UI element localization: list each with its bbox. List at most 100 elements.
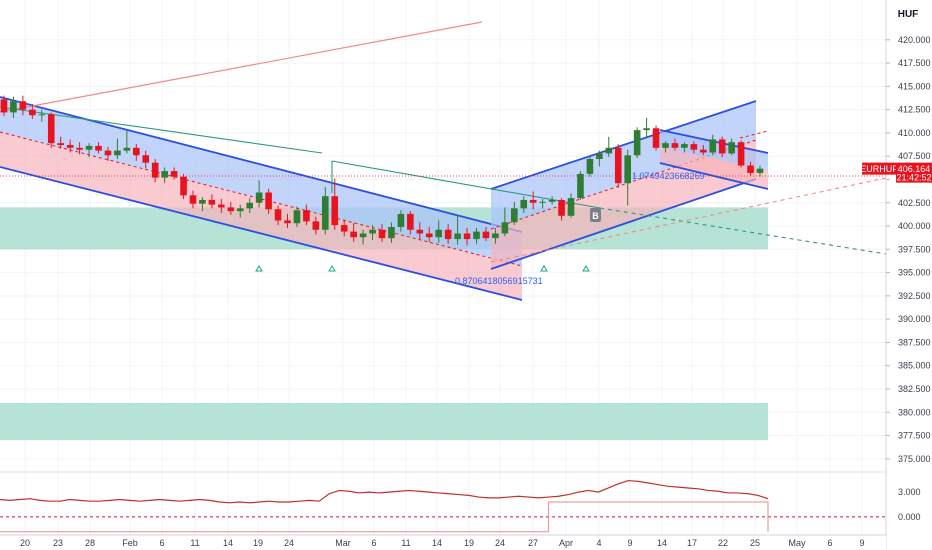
candle-body (170, 171, 178, 177)
candle (284, 213, 291, 228)
candle-body (529, 199, 537, 203)
symbol-label: EURHUF (860, 164, 898, 174)
signal-markers: B (255, 208, 601, 272)
time-tick-label: 22 (718, 538, 728, 548)
candle-body (133, 147, 140, 156)
candle (596, 150, 603, 167)
candle (425, 226, 433, 242)
candle (378, 224, 386, 242)
price-axis[interactable]: HUF 420.000 417.500 415.000 412.500 410.000 40… (885, 0, 932, 550)
candle (133, 144, 140, 161)
candle (85, 143, 93, 158)
support-trend-extension (490, 177, 887, 263)
candle-body (681, 144, 688, 148)
candle (331, 178, 339, 230)
candle (520, 196, 528, 213)
candle-body (454, 233, 461, 240)
candle (38, 109, 46, 122)
candle-body (236, 208, 244, 212)
candle-body (369, 229, 376, 234)
candle (407, 211, 414, 235)
candle (529, 191, 537, 210)
candle (161, 167, 168, 184)
price-tick-label: 375.000 (898, 454, 931, 464)
candle-body (690, 144, 698, 150)
candle (114, 138, 121, 159)
price-tick-label: 382.500 (898, 384, 931, 394)
price-tick-label: 417.500 (898, 58, 931, 68)
candle (227, 201, 235, 215)
oscillator-tick-label: 0.000 (898, 512, 921, 522)
oscillator-line (0, 479, 769, 504)
time-tick-label: Apr (559, 538, 573, 548)
candle-body (520, 199, 528, 209)
price-tick-label: 395.000 (898, 268, 931, 278)
candle-body (756, 168, 764, 173)
candle-body (539, 201, 546, 203)
candle-body (737, 142, 745, 166)
candle (558, 198, 565, 221)
candle (454, 214, 461, 245)
candle (246, 198, 253, 213)
candle (189, 190, 197, 209)
candle (218, 199, 225, 213)
candle-body (161, 171, 168, 178)
up-channel-label: 1.0749423668269 (632, 171, 705, 181)
candle-body (180, 176, 187, 196)
time-tick-label: May (788, 538, 806, 548)
time-tick-label: 24 (284, 538, 294, 548)
up-channel-upper-fill (491, 101, 756, 229)
up-channel-lower-fill (491, 140, 756, 269)
candle-body (558, 199, 565, 216)
candle-body (151, 162, 159, 178)
signal-triangle (582, 265, 590, 272)
price-tick-label: 410.000 (898, 128, 931, 138)
time-tick-label: 6 (371, 538, 376, 548)
candle-body (416, 229, 424, 234)
price-tick-label: 377.500 (898, 431, 931, 441)
candle (57, 136, 64, 149)
candle-body (718, 139, 726, 154)
candle-body (47, 114, 55, 144)
candle-body (331, 196, 339, 226)
time-axis[interactable]: 20 23 28 Feb 6 11 14 19 24 Mar 6 11 14 19 24 27 Apr 4 9 14 1… (0, 534, 886, 550)
candle (151, 158, 159, 183)
candle (737, 140, 745, 168)
price-tick-label: 420.000 (898, 35, 931, 45)
candle (567, 193, 575, 218)
candle (312, 216, 320, 235)
candle (718, 136, 726, 158)
candle-body (38, 114, 46, 116)
time-tick-label: 9 (627, 538, 632, 548)
candle (652, 125, 660, 151)
candle-body (378, 229, 386, 239)
time-tick-label: 14 (223, 538, 233, 548)
candle-body (265, 192, 272, 210)
candle-body (577, 173, 584, 199)
oscillator-pane (0, 471, 886, 533)
candle-body (0, 99, 8, 113)
time-tick-label: 19 (253, 538, 263, 548)
candle-body (359, 233, 367, 238)
candle (747, 161, 754, 176)
short-channel-lower-fill (660, 146, 768, 189)
candle (104, 146, 112, 161)
candle-body (492, 233, 499, 239)
candle-body (10, 101, 17, 113)
candle (473, 227, 480, 244)
candle (416, 222, 424, 240)
candle-body (340, 225, 348, 232)
candle-body (444, 229, 452, 240)
candle-body (322, 196, 329, 230)
time-tick-label: 20 (20, 538, 30, 548)
time-tick-label: 23 (53, 538, 63, 548)
candle-body (57, 143, 64, 146)
candle-body (208, 199, 216, 205)
down-channel-lower-line (0, 166, 523, 301)
candle (10, 96, 17, 119)
candle-body (246, 202, 253, 209)
candle-body (303, 210, 310, 222)
candle-body (218, 204, 225, 208)
